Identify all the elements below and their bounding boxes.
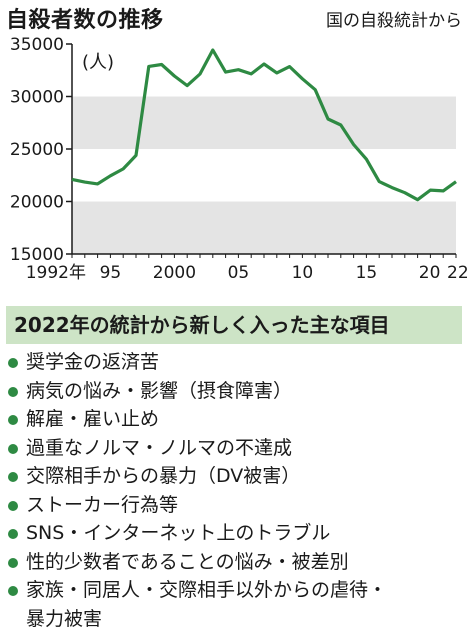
x-tick-label: 2000: [153, 263, 196, 283]
chart-title: 自殺者数の推移: [6, 8, 164, 33]
source-note: 国の自殺統計から: [326, 11, 462, 31]
x-tick-label: 95: [100, 263, 122, 283]
list-item: 病気の悩み・影響（摂食障害）: [6, 377, 462, 406]
list-item: SNS・インターネット上のトラブル: [6, 519, 462, 548]
grid-band: [72, 96, 456, 149]
x-tick-label: 10: [292, 263, 314, 283]
new-items-list: 奨学金の返済苦 病気の悩み・影響（摂食障害） 解雇・雇い止め 過重なノルマ・ノル…: [6, 348, 462, 633]
bullet-icon: [8, 386, 18, 397]
bullet-icon: [8, 443, 18, 454]
y-tick-label: 20000: [10, 193, 64, 213]
x-tick-label: 1992年: [26, 263, 86, 283]
list-item: ストーカー行為等: [6, 491, 462, 520]
bullet-icon: [8, 415, 18, 425]
section-heading: 2022年の統計から新しく入った主な項目: [6, 306, 462, 344]
bullet-icon: [8, 472, 18, 482]
list-item: 交際相手からの暴力（DV被害）: [6, 462, 462, 491]
y-tick-label: 35000: [10, 35, 64, 55]
list-item: 解雇・雇い止め: [6, 405, 462, 434]
x-tick-label: 15: [356, 263, 378, 283]
y-unit-label: (人): [82, 52, 114, 73]
bullet-icon: [8, 358, 18, 368]
x-tick-label: 22: [447, 263, 469, 283]
y-tick-label: 15000: [10, 245, 64, 265]
x-tick-label: 05: [228, 263, 250, 283]
x-tick-label: 20: [419, 263, 441, 283]
suicide-count-line: [71, 48, 457, 202]
bullet-icon: [8, 557, 18, 568]
bullet-icon: [8, 586, 18, 596]
y-tick-label: 25000: [10, 140, 64, 160]
list-item: 性的少数者であることの悩み・被差別: [6, 548, 462, 577]
y-tick-label: 30000: [10, 88, 64, 108]
line-chart: 15000 20000 25000 30000 35000 1992年 95 2000 05 1…: [10, 35, 469, 283]
grid-band: [72, 201, 456, 254]
list-item-continuation: 暴力被害: [26, 607, 103, 630]
bullet-icon: [8, 500, 18, 511]
bullet-icon: [8, 529, 18, 539]
list-item: 家族・同居人・交際相手以外からの虐待・: [6, 576, 462, 605]
list-item: 奨学金の返済苦: [6, 348, 462, 377]
list-item: 過重なノルマ・ノルマの不達成: [6, 434, 462, 463]
